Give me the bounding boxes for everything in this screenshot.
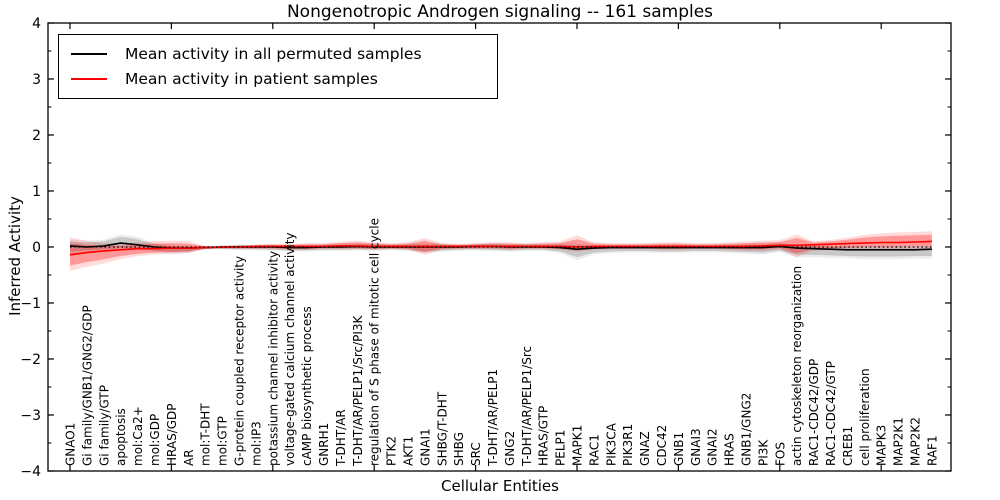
category-label: RAC1-CDC42/GTP [824,361,838,466]
y-tick-label: 3 [32,72,41,88]
legend: Mean activity in all permuted samples Me… [58,34,498,99]
category-label: GNRH1 [317,423,331,466]
category-label: HRAS/GDP [165,403,179,466]
category-label: regulation of S phase of mitotic cell cy… [368,218,382,466]
category-label: GNAO1 [64,423,78,466]
y-axis-label: Inferred Activity [6,196,24,316]
category-label: cell proliferation [858,368,872,466]
legend-label-permuted: Mean activity in all permuted samples [125,45,422,64]
category-label: SHBG [452,432,466,466]
chart-title: Nongenotropic Androgen signaling -- 161 … [286,2,714,22]
category-label: PTK2 [385,436,399,466]
category-label: MAP2K1 [892,417,906,466]
y-tick-label: −4 [20,464,41,480]
category-label: MAP2K2 [909,417,923,466]
category-label: RAC1-CDC42/GDP [807,359,821,466]
legend-label-patient: Mean activity in patient samples [125,69,378,88]
category-label: GNG2 [503,431,517,466]
category-label: PIK3R1 [621,424,635,466]
category-label: PI3K [756,439,770,466]
category-label: GNAI2 [706,428,720,466]
category-label: CREB1 [841,426,855,466]
category-label: PELP1 [554,430,568,466]
category-label: apoptosis [114,408,128,466]
category-label: mol:Ca2+ [131,406,145,466]
category-label: MAPK1 [571,425,585,466]
category-label: T-DHT/AR/PELP1/Src [520,346,534,467]
category-label: PIK3CA [604,422,618,466]
y-tick-label: 2 [32,128,41,144]
y-tick-label: 1 [32,184,41,200]
category-label: mol:GTP [216,416,230,466]
y-tick-label: 0 [32,240,41,256]
category-label: actin cytoskeleton reorganization [790,266,804,466]
category-label: T-DHT/AR [334,409,348,467]
y-tick-label: −1 [20,296,41,312]
category-label: MAPK3 [875,425,889,466]
y-tick-label: 4 [32,16,41,32]
category-label: T-DHT/AR/PELP1/Src/PI3K [351,314,365,467]
category-label: RAF1 [925,435,939,466]
legend-line-patient-icon [71,77,107,80]
category-label: voltage-gated calcium channel activity [283,232,297,466]
y-tick-label: −3 [20,408,41,424]
category-label: GNAZ [638,431,652,466]
category-label: G-protein coupled receptor activity [233,256,247,466]
category-label: GNB1/GNG2 [740,393,754,466]
category-label: mol:T-DHT [199,403,213,466]
category-label: GNB1 [672,432,686,466]
legend-item-patient: Mean activity in patient samples [71,70,485,88]
legend-item-permuted: Mean activity in all permuted samples [71,45,485,63]
category-label: CDC42 [655,425,669,466]
category-label: FOS [773,442,787,466]
category-label: GNAI3 [689,428,703,466]
category-label: Gi family/GTP [97,385,111,466]
y-tick-label: −2 [20,352,41,368]
category-label: RAC1 [587,434,601,466]
category-label: Gi family/GNB1/GNG2/GDP [80,305,94,466]
category-label: HRAS/GTP [537,406,551,466]
category-label: mol:IP3 [249,421,263,466]
x-axis-label: Cellular Entities [441,477,559,495]
category-label: AR [182,449,196,466]
legend-line-permuted-icon [71,53,107,56]
category-label: HRAS [723,433,737,466]
category-label: cAMP biosynthetic process [300,306,314,466]
category-label: GNAI1 [418,428,432,466]
category-label: mol:GDP [148,414,162,466]
category-label: SRC [469,442,483,466]
category-label: T-DHT/AR/PELP1 [486,369,500,467]
category-label: SHBG/T-DHT [435,391,449,466]
category-label: AKT1 [402,436,416,466]
category-label: potassium channel inhibitor activity [266,251,280,466]
